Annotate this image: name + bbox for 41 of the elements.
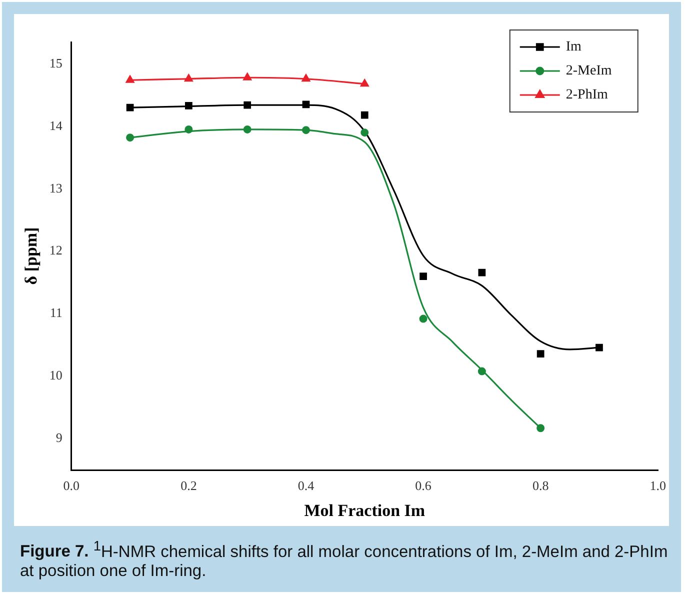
legend-label: 2-PhIm	[566, 88, 608, 103]
y-tick-label: 15	[49, 55, 62, 70]
point	[360, 78, 370, 87]
legend-label: 2-MeIm	[566, 64, 612, 79]
point	[419, 314, 428, 323]
x-tick-label: 0.4	[298, 478, 315, 494]
point	[184, 125, 193, 134]
point	[126, 75, 134, 83]
y-tick-label: 14	[49, 118, 63, 133]
y-tick-label: 10	[49, 368, 62, 383]
x-tick-label: 0.0	[63, 478, 80, 494]
point	[302, 74, 310, 82]
y-axis-title: δ [ppm]	[22, 227, 41, 285]
point	[420, 272, 427, 280]
point	[596, 344, 603, 352]
point	[185, 102, 192, 110]
y-tick-label: 12	[49, 242, 62, 258]
point	[536, 350, 544, 358]
point	[244, 101, 252, 109]
x-tick-label: 1.0	[650, 478, 666, 494]
point	[360, 128, 369, 137]
point	[478, 268, 486, 276]
point	[360, 111, 368, 119]
x-tick-label: 0.8	[532, 478, 549, 494]
point	[126, 104, 134, 112]
caption: Figure 7. $^{1}$H-NMR chemical shifts for all molar concentrations of Im, 2-MeIm and 2-PhIm at position one of Im-ring.	[20, 538, 668, 580]
x-tick-label: 0.2	[180, 478, 197, 494]
point	[536, 424, 545, 432]
point	[302, 126, 310, 134]
y-tick-label: 13	[49, 180, 62, 196]
x-axis-title: Mol Fraction Im	[304, 501, 426, 520]
point	[243, 125, 252, 134]
point	[126, 134, 134, 142]
point	[302, 100, 310, 108]
y-tick-label: 9	[56, 430, 62, 446]
legend-label: Im	[566, 40, 582, 55]
point	[478, 367, 486, 376]
point	[242, 72, 252, 80]
x-tick-label: 0.6	[415, 478, 432, 494]
y-tick-label: 11	[50, 305, 62, 320]
point	[184, 74, 194, 82]
